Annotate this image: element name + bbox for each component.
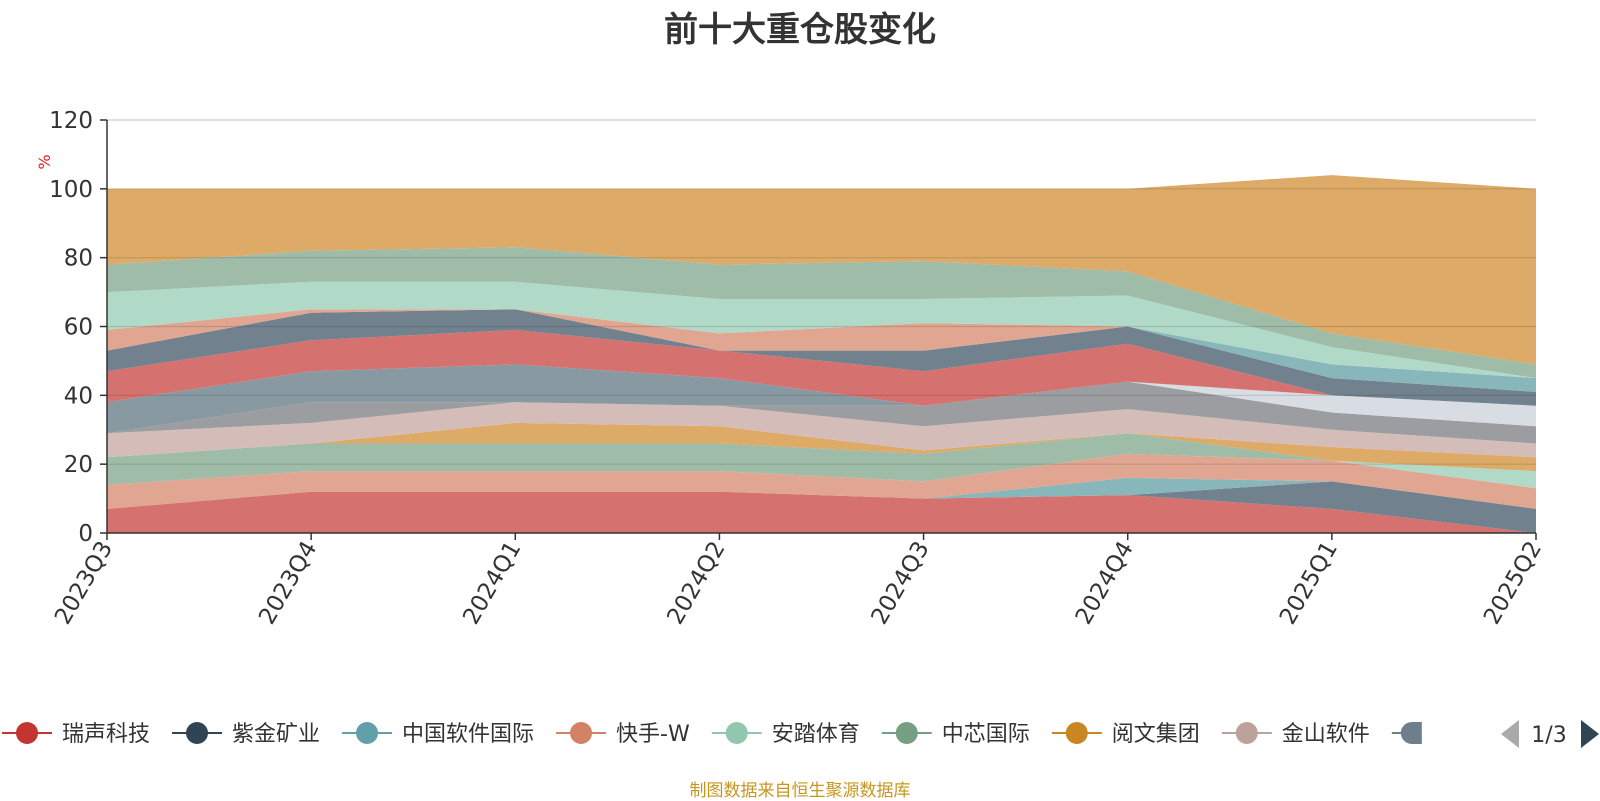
chart-title: 前十大重仓股变化 (664, 10, 936, 50)
area-series-5 (107, 433, 1536, 485)
legend-item-7[interactable]: 金山软件 (1221, 722, 1370, 747)
legend-label-4: 安踏体育 (772, 722, 860, 747)
area-series-14 (107, 309, 1536, 379)
y-tick-label-4: 80 (64, 246, 93, 272)
area-series-2 (107, 477, 1536, 509)
legend-page-indicator: 1/3 (1531, 723, 1566, 748)
area-series-3 (107, 453, 1536, 509)
y-tick-label-3: 60 (64, 315, 93, 341)
x-tick-label-2: 2024Q1 (458, 537, 526, 629)
source-note: 制图数据来自恒生聚源数据库 (689, 781, 911, 801)
x-tick-label-7: 2025Q2 (1479, 537, 1547, 629)
legend-next-page-icon[interactable] (1581, 720, 1599, 748)
y-tick-label-6: 120 (49, 108, 93, 134)
legend-marker-4 (725, 722, 748, 744)
y-axis-label: % (35, 154, 54, 169)
legend-marker-6 (1065, 722, 1088, 744)
legend-item-0[interactable]: 瑞声科技 (2, 722, 150, 747)
legend-item-partial[interactable] (1391, 722, 1422, 744)
area-series-0 (107, 491, 1536, 533)
y-tick-label-1: 20 (64, 452, 93, 478)
legend-marker-2 (356, 722, 379, 744)
area-series-7 (107, 402, 1536, 458)
legend-item-4[interactable]: 安踏体育 (711, 722, 860, 747)
legend-marker-5 (895, 722, 918, 744)
legend-item-6[interactable]: 阅文集团 (1051, 722, 1200, 747)
legend-item-5[interactable]: 中芯国际 (881, 722, 1030, 747)
legend-label-1: 紫金矿业 (232, 722, 320, 747)
x-tick-label-1: 2023Q4 (254, 537, 322, 629)
area-series-8 (107, 381, 1536, 444)
y-tick-label-5: 100 (49, 177, 93, 203)
legend-item-1[interactable]: 紫金矿业 (172, 722, 320, 747)
legend-marker-1 (186, 722, 209, 744)
legend-label-2: 中国软件国际 (402, 722, 534, 747)
x-tick-label-3: 2024Q2 (662, 537, 730, 629)
x-tick-label-5: 2024Q4 (1071, 537, 1139, 629)
area-series-16 (107, 247, 1536, 379)
x-tick-label-4: 2024Q3 (867, 537, 935, 629)
legend-marker-partial (1400, 722, 1422, 744)
area-series-10 (107, 364, 1536, 434)
legend-label-5: 中芯国际 (942, 722, 1030, 747)
legend-label-0: 瑞声科技 (62, 722, 150, 747)
y-tick-label-0: 0 (78, 521, 93, 547)
area-series-13 (107, 309, 1536, 392)
area-series-6 (107, 422, 1536, 472)
y-tick-label-2: 40 (64, 383, 93, 409)
area-series-17 (107, 175, 1536, 365)
legend-marker-7 (1235, 722, 1258, 744)
legend-label-7: 金山软件 (1282, 722, 1370, 747)
area-series-15 (107, 281, 1536, 379)
legend-label-3: 快手-W (616, 722, 690, 747)
legend-marker-3 (570, 722, 593, 744)
area-series-11 (107, 329, 1536, 406)
x-tick-label-0: 2023Q3 (50, 537, 118, 629)
legend-label-6: 阅文集团 (1112, 722, 1200, 747)
x-tick-label-6: 2025Q1 (1275, 537, 1343, 629)
legend-marker-0 (16, 722, 38, 744)
legend-item-2[interactable]: 中国软件国际 (342, 722, 534, 747)
area-series-12 (107, 309, 1536, 406)
area-series-1 (107, 481, 1536, 533)
legend-prev-page-icon[interactable] (1501, 720, 1519, 748)
legend-item-3[interactable]: 快手-W (556, 722, 690, 747)
